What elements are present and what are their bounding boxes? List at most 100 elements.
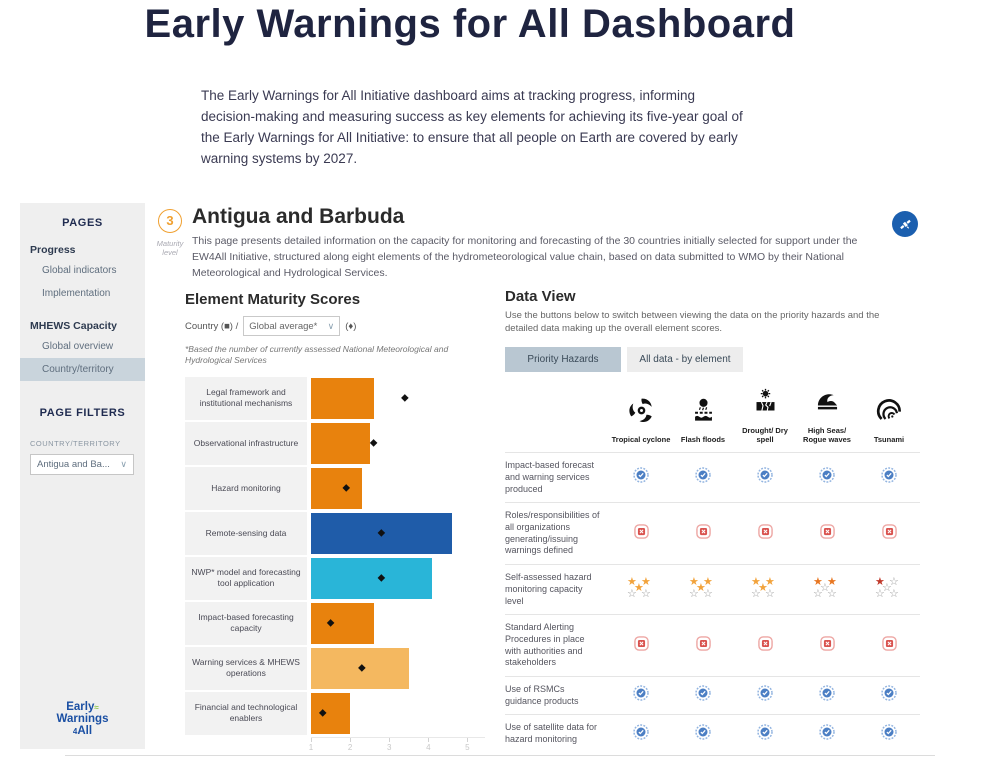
country-filter-dropdown[interactable]: Antigua and Ba... ∨ xyxy=(30,454,134,475)
sidebar-item-implementation[interactable]: Implementation xyxy=(42,288,111,299)
cell-check xyxy=(796,723,858,745)
button-priority-hazards[interactable]: Priority Hazards xyxy=(505,346,621,372)
maturity-badge: 3 Maturity level xyxy=(150,209,190,257)
sidebar-item-global-overview[interactable]: Global overview xyxy=(42,341,114,352)
country-score-bar[interactable] xyxy=(311,602,374,644)
sidebar-item-country-territory[interactable]: Country/territory xyxy=(20,358,145,381)
cross-square-icon xyxy=(819,524,835,544)
row-label: Roles/responsibilities of all organizati… xyxy=(505,510,600,556)
chart-x-axis: 1 2 3 4 5 xyxy=(309,736,485,754)
filled-star-icon: ★ xyxy=(627,576,637,589)
check-circle-icon xyxy=(881,685,897,706)
country-score-bar[interactable] xyxy=(311,557,433,599)
empty-star-icon: ☆ xyxy=(751,588,761,601)
satellite-icon-button[interactable] xyxy=(892,211,918,237)
empty-star-icon: ☆ xyxy=(703,588,713,601)
axis-tick-label: 4 xyxy=(426,742,431,752)
hazard-column-drought-dry-spell: Drought/ Dry spell xyxy=(734,388,796,445)
average-marker-label: (♦) xyxy=(345,320,357,332)
chart-row-financial-and-technological-enablers: Financial and technological enablers ◆ xyxy=(185,691,485,735)
check-circle-icon xyxy=(757,685,773,706)
cell-check xyxy=(734,685,796,706)
empty-star-icon: ☆ xyxy=(882,582,892,595)
hazard-label: Tropical cyclone xyxy=(611,434,671,444)
cell-cross xyxy=(734,635,796,656)
row-label: Impact-based forecast and warning servic… xyxy=(505,460,595,494)
filled-star-icon: ★ xyxy=(696,582,706,595)
global-average-diamond-marker: ◆ xyxy=(377,572,386,584)
table-row-self-assessed-hazard-monitoring-capacity: Self-assessed hazard monitoring capacity… xyxy=(505,564,920,614)
category-label: Hazard monitoring xyxy=(185,466,307,510)
axis-tick xyxy=(350,737,352,742)
cell-stars: ★ ★ ★ ☆ ☆ xyxy=(734,576,796,601)
check-circle-icon xyxy=(695,685,711,706)
cell-check xyxy=(734,723,796,745)
data-view-toggle: Priority Hazards All data - by element xyxy=(505,346,920,372)
chart-controls: Country (■) / Global average* ∨ (♦) xyxy=(185,316,485,336)
cross-square-icon xyxy=(881,635,897,656)
cell-cross xyxy=(734,524,796,544)
hazard-column-tsunami: Tsunami xyxy=(858,397,920,444)
star-rating-2-of-5: ★ ★ ☆ ☆ ☆ xyxy=(813,576,841,601)
hazard-column-high-seas-rogue-waves: High Seas/ Rogue waves xyxy=(796,388,858,445)
page-title: Early Warnings for All Dashboard xyxy=(144,2,796,46)
country-score-bar[interactable] xyxy=(311,467,362,509)
cell-cross xyxy=(858,635,920,656)
country-score-bar[interactable] xyxy=(311,647,409,689)
cell-cross xyxy=(672,524,734,544)
filled-star-icon: ★ xyxy=(827,576,837,589)
bar-area: ◆ xyxy=(311,557,485,600)
cell-check xyxy=(734,467,796,488)
check-circle-icon xyxy=(633,685,649,706)
chart-footnote: *Based the number of currently assessed … xyxy=(185,344,449,366)
filled-star-icon: ★ xyxy=(634,582,644,595)
sidebar-sections: Progress Global indicators Implementation M… xyxy=(20,244,145,381)
high-seas-rogue-waves-icon xyxy=(814,388,841,420)
row-label: Use of RSMCs guidance products xyxy=(505,683,579,706)
filled-star-icon: ★ xyxy=(765,576,775,589)
empty-star-icon: ☆ xyxy=(827,588,837,601)
cross-square-icon xyxy=(881,524,897,544)
check-circle-icon xyxy=(819,467,835,488)
chart-row-impact-based-forecasting-capacity: Impact-based forecasting capacity ◆ xyxy=(185,601,485,645)
hazard-column-flash-floods: Flash floods xyxy=(672,397,734,444)
cell-stars: ★ ☆ ☆ ☆ ☆ xyxy=(858,577,920,601)
country-score-bar[interactable] xyxy=(311,692,351,734)
global-average-diamond-marker: ◆ xyxy=(357,662,366,674)
sidebar-item-global-indicators[interactable]: Global indicators xyxy=(42,265,117,276)
flash-floods-icon xyxy=(690,397,717,429)
filled-star-icon: ★ xyxy=(689,576,699,589)
empty-star-icon: ☆ xyxy=(765,588,775,601)
button-all-data-by-element[interactable]: All data - by element xyxy=(627,346,743,372)
empty-star-icon: ☆ xyxy=(813,588,823,601)
cell-cross xyxy=(610,635,672,656)
empty-star-icon: ☆ xyxy=(689,588,699,601)
empty-star-icon: ☆ xyxy=(627,588,637,601)
chevron-down-icon: ∨ xyxy=(120,459,127,469)
table-row-roles-responsibilities-of-all-organizati: Roles/responsibilities of all organizati… xyxy=(505,502,920,564)
comparison-dropdown[interactable]: Global average* ∨ xyxy=(243,316,341,336)
cross-square-icon xyxy=(819,635,835,656)
global-average-diamond-marker: ◆ xyxy=(318,707,327,719)
check-circle-icon xyxy=(757,723,773,745)
axis-tick-label: 5 xyxy=(465,742,470,752)
tsunami-icon xyxy=(876,397,903,429)
cell-stars: ★ ★ ★ ☆ ☆ xyxy=(672,576,734,601)
country-score-bar[interactable] xyxy=(311,422,370,464)
table-row-use-of-satellite-data-for-hazard-monitor: Use of satellite data for hazard monitor… xyxy=(505,714,920,752)
country-score-bar[interactable] xyxy=(311,377,374,419)
cell-check xyxy=(858,467,920,488)
global-average-diamond-marker: ◆ xyxy=(377,527,386,539)
country-page-title: Antigua and Barbuda xyxy=(192,205,405,228)
page-bottom-divider xyxy=(65,755,935,756)
cell-check xyxy=(610,467,672,488)
star-rating-3-of-5: ★ ★ ★ ☆ ☆ xyxy=(689,576,717,601)
bar-area: ◆ xyxy=(311,647,485,690)
data-view-title: Data View xyxy=(505,288,576,305)
chevron-down-icon: ∨ xyxy=(327,320,335,331)
cross-square-icon xyxy=(757,635,773,656)
category-label: Observational infrastructure xyxy=(185,421,307,465)
cell-cross xyxy=(858,524,920,544)
country-score-bar[interactable] xyxy=(311,512,452,554)
sidebar-section-progress: Progress xyxy=(30,244,76,256)
